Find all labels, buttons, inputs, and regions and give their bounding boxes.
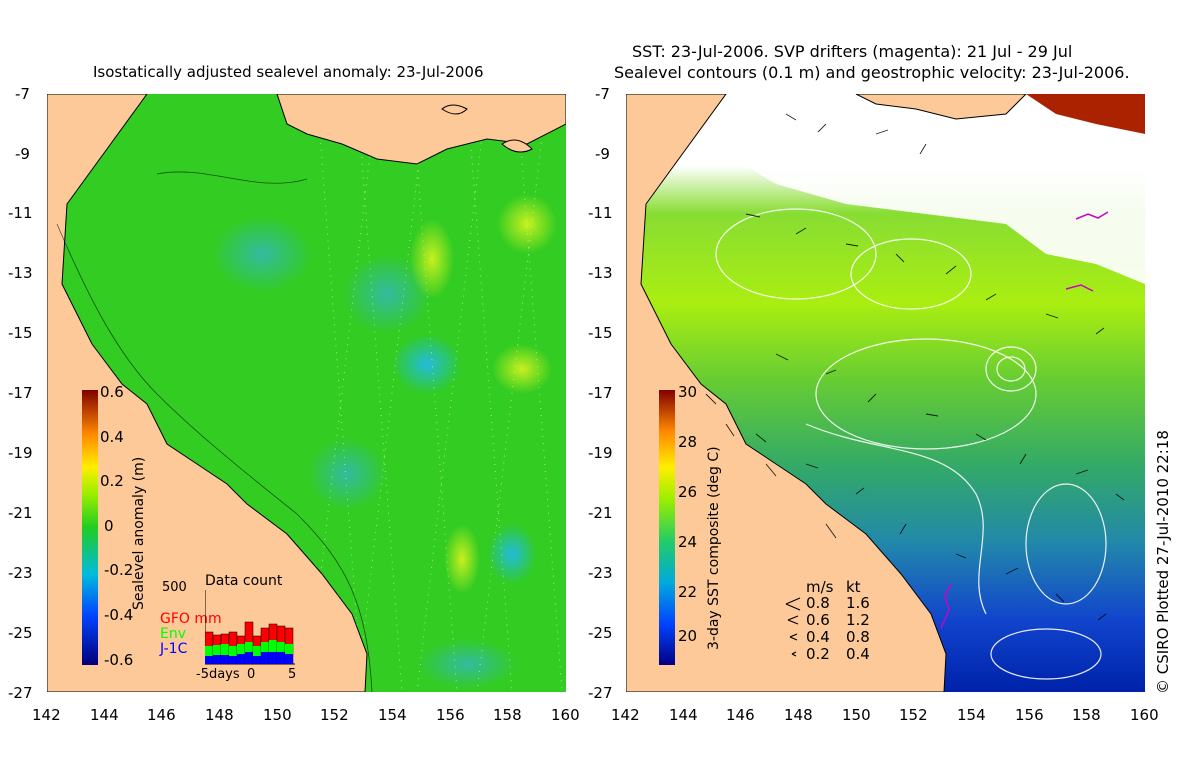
right-panel-title-2: Sealevel contours (0.1 m) and geostrophi… [614, 63, 1130, 82]
x-tick: 150 [842, 706, 871, 724]
x-tick: 144 [669, 706, 698, 724]
legend-env: Env [160, 626, 187, 642]
x-tick: 152 [899, 706, 928, 724]
colorbar-tick: 0.4 [100, 428, 124, 446]
y-tick: -13 [588, 264, 613, 282]
x-tick: 142 [32, 706, 61, 724]
x-tick: 154 [957, 706, 986, 724]
y-tick: -13 [8, 264, 33, 282]
velocity-key-header-kt: kt [846, 578, 861, 596]
velocity-key-ms: 0.6 [806, 611, 830, 629]
x-tick: 154 [378, 706, 407, 724]
sst-map [626, 94, 1145, 692]
velocity-key-kt: 1.2 [846, 611, 870, 629]
x-tick: 148 [205, 706, 234, 724]
australia-land-sst [626, 94, 947, 692]
velocity-key-ms: 0.4 [806, 628, 830, 646]
right-panel-title-1: SST: 23-Jul-2006. SVP drifters (magenta)… [632, 42, 1073, 61]
y-tick: -9 [595, 145, 610, 163]
velocity-key-kt: 0.4 [846, 645, 870, 663]
y-tick: -17 [588, 384, 613, 402]
sst-colorbar-label: 3-day SST composite (deg C) [706, 446, 722, 650]
histogram-x-label-end: 5 [288, 667, 297, 682]
colorbar-tick: -0.6 [104, 651, 134, 669]
y-tick: -23 [8, 564, 33, 582]
velocity-key-ms: 0.8 [806, 594, 830, 612]
colorbar-tick: 0.6 [100, 383, 124, 401]
legend-gfo: GFO mm [160, 611, 222, 627]
colorbar-tick: 0 [104, 517, 114, 535]
y-tick: -25 [588, 624, 613, 642]
sst-colorbar [659, 390, 675, 665]
colorbar-tick: 0.2 [100, 472, 124, 490]
x-tick: 148 [784, 706, 813, 724]
y-tick: -11 [588, 204, 613, 222]
data-count-histogram [205, 590, 295, 665]
x-tick: 152 [320, 706, 349, 724]
y-tick: -19 [8, 444, 33, 462]
sealevel-anomaly-map [47, 94, 566, 692]
x-tick: 142 [611, 706, 640, 724]
x-tick: 144 [90, 706, 119, 724]
velocity-key-kt: 1.6 [846, 594, 870, 612]
y-tick: -19 [588, 444, 613, 462]
y-tick: -15 [8, 324, 33, 342]
colorbar-tick: 30 [678, 383, 698, 401]
y-tick: -9 [15, 145, 30, 163]
australia-land [47, 94, 368, 692]
colorbar-tick: -0.2 [104, 561, 134, 579]
sealevel-colorbar-label: Sealevel anomaly (m) [131, 456, 147, 610]
velocity-key-kt: 0.8 [846, 628, 870, 646]
legend-j1c: J-1C [160, 641, 188, 657]
velocity-key-ms: 0.2 [806, 645, 830, 663]
x-tick: 156 [1015, 706, 1044, 724]
velocity-key-header-ms: m/s [806, 578, 834, 596]
x-tick: 160 [1130, 706, 1159, 724]
y-tick: -27 [588, 684, 613, 702]
histogram-x-label-start: -5days [196, 667, 240, 682]
colorbar-tick: 20 [678, 627, 698, 645]
colorbar-tick: 28 [678, 433, 698, 451]
y-tick: -21 [8, 504, 33, 522]
png-land [276, 94, 566, 165]
x-tick: 146 [726, 706, 755, 724]
colorbar-tick: -0.4 [104, 606, 134, 624]
x-tick: 156 [436, 706, 465, 724]
y-tick: -27 [8, 684, 33, 702]
y-tick: -7 [15, 85, 30, 103]
y-tick: -11 [8, 204, 33, 222]
y-tick: -17 [8, 384, 33, 402]
data-count-title: Data count [205, 573, 283, 589]
left-panel-title: Isostatically adjusted sealevel anomaly:… [93, 63, 484, 81]
x-tick: 158 [493, 706, 522, 724]
copyright-credit: © CSIRO Plotted 27-Jul-2010 22:18 [1154, 430, 1172, 694]
velocity-key-arrows [785, 597, 801, 657]
colorbar-tick: 26 [678, 483, 698, 501]
y-tick: -21 [588, 504, 613, 522]
y-tick: -15 [588, 324, 613, 342]
sealevel-colorbar [82, 390, 98, 665]
x-tick: 158 [1072, 706, 1101, 724]
data-count-max: 500 [162, 580, 187, 595]
y-tick: -25 [8, 624, 33, 642]
x-tick: 146 [147, 706, 176, 724]
y-tick: -23 [588, 564, 613, 582]
y-tick: -7 [595, 85, 610, 103]
histogram-x-label-mid: 0 [247, 667, 256, 682]
colorbar-tick: 22 [678, 583, 698, 601]
x-tick: 150 [263, 706, 292, 724]
x-tick: 160 [551, 706, 580, 724]
colorbar-tick: 24 [678, 533, 698, 551]
